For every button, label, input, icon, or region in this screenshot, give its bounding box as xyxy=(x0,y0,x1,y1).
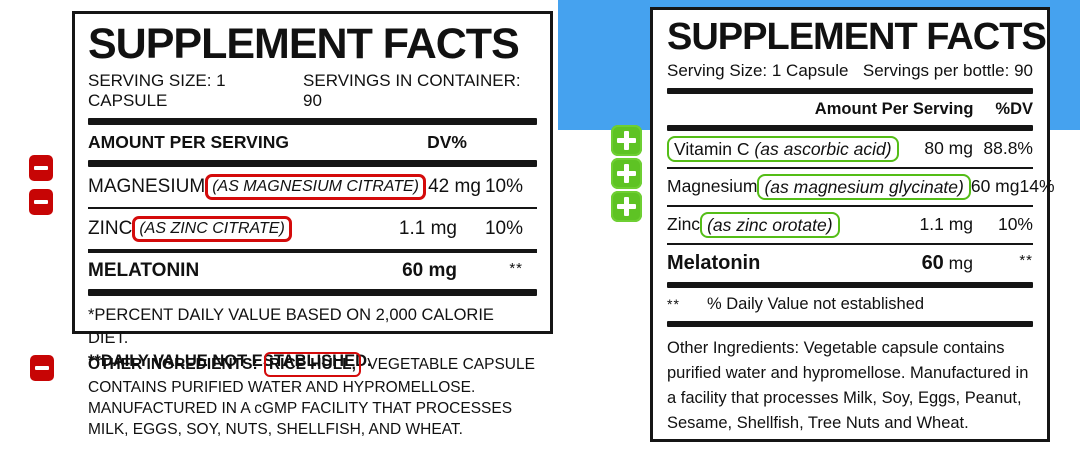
left-other-ingredients: OTHER INGREDIENTS: RICE HULL, VEGETABLE … xyxy=(88,352,556,440)
left-footnotes: *PERCENT DAILY VALUE BASED ON 2,000 CALO… xyxy=(88,296,537,373)
ingredient-label: Magnesium xyxy=(667,176,758,197)
left-column-header: AMOUNT PER SERVING DV% xyxy=(88,125,537,160)
right-label-title: SUPPLEMENT FACTS xyxy=(667,16,1047,58)
plus-icon[interactable] xyxy=(611,125,642,156)
ingredient-dv: 10% xyxy=(484,218,523,240)
ingredient-name: MELATONIN xyxy=(88,260,200,282)
ingredient-dv: ** xyxy=(509,259,523,277)
ingredient-name: Vitamin C (as ascorbic acid) xyxy=(667,135,907,162)
ingredient-amount: 1.1 mg xyxy=(919,214,974,235)
plus-icon[interactable] xyxy=(611,158,642,189)
amount-unit: mg xyxy=(943,252,973,273)
ingredient-amount: 60 mg xyxy=(970,176,1020,197)
ingredient-name: Zinc (as zinc orotate) xyxy=(667,211,907,238)
divider-thick xyxy=(667,281,1033,288)
left-supplement-label: SUPPLEMENT FACTS SERVING SIZE: 1 CAPSULE… xyxy=(72,11,553,370)
minus-icon[interactable] xyxy=(30,355,54,381)
divider-medium xyxy=(88,249,537,254)
approved-source-box: (as magnesium glycinate) xyxy=(757,173,971,200)
right-serving-line: Serving Size: 1 Capsule Servings per bot… xyxy=(667,61,1033,81)
approved-source-box: Vitamin C (as ascorbic acid) xyxy=(667,135,899,162)
footnote-marker: ** xyxy=(667,296,680,313)
ingredient-label: Zinc xyxy=(667,214,701,235)
divider-thick xyxy=(667,87,1033,94)
table-row-magnesium: MAGNESIUM (AS MAGNESIUM CITRATE) 42 mg 1… xyxy=(88,167,537,207)
divider-thick xyxy=(88,160,537,168)
right-supplement-label: SUPPLEMENT FACTS Serving Size: 1 Capsule… xyxy=(650,7,1055,442)
right-serving-size: Serving Size: 1 Capsule xyxy=(667,60,849,80)
minus-icon[interactable] xyxy=(29,155,53,181)
right-servings-per-bottle: Servings per bottle: 90 xyxy=(862,60,1033,80)
flagged-source-box: (AS MAGNESIUM CITRATE) xyxy=(205,174,427,201)
flagged-source-box: (AS ZINC CITRATE) xyxy=(132,216,292,243)
other-ingredients-label: OTHER INGREDIENTS: xyxy=(88,356,258,373)
ingredient-label: ZINC xyxy=(88,218,133,240)
divider-thin xyxy=(88,207,537,210)
plus-icon[interactable] xyxy=(611,191,642,222)
ingredient-amount: 42 mg xyxy=(428,176,481,198)
approved-source-box: (as zinc orotate) xyxy=(700,211,840,238)
table-row-zinc: ZINC (AS ZINC CITRATE) 1.1 mg 10% xyxy=(88,209,537,249)
right-column-header: Amount Per Serving %DV xyxy=(667,94,1033,125)
table-row-melatonin: Melatonin 60 mg ** xyxy=(667,245,1033,282)
table-row-melatonin: MELATONIN 60 mg ** xyxy=(88,253,537,289)
ingredient-dv: 10% xyxy=(997,214,1033,235)
table-row-magnesium: Magnesium (as magnesium glycinate) 60 mg… xyxy=(667,169,1055,205)
amount-value: 60 xyxy=(921,251,944,274)
footnote-daily-value: *PERCENT DAILY VALUE BASED ON 2,000 CALO… xyxy=(88,306,494,348)
divider-thin xyxy=(667,204,1033,207)
divider-thick xyxy=(88,118,537,126)
ingredient-dv: 10% xyxy=(484,176,523,198)
divider-thick xyxy=(88,289,537,297)
divider-thick xyxy=(667,124,1033,131)
left-label-title: SUPPLEMENT FACTS xyxy=(88,20,520,68)
ingredient-label: Vitamin C xyxy=(674,138,750,159)
footnote-text: % Daily Value not established xyxy=(707,294,925,313)
footnote-not-established: **DAILY VALUE NOT ESTABLISHED. xyxy=(88,352,372,371)
left-header-dv: DV% xyxy=(427,132,467,153)
right-other-ingredients: Other Ingredients: Vegetable capsule con… xyxy=(667,338,1029,432)
left-serving-size: SERVING SIZE: 1 CAPSULE xyxy=(88,71,226,111)
table-row-zinc: Zinc (as zinc orotate) 1.1 mg 10% xyxy=(667,207,1033,243)
minus-icon[interactable] xyxy=(29,189,53,215)
other-ingredients-text: VEGETABLE CAPSULE CONTAINS PURIFIED WATE… xyxy=(88,356,535,438)
left-servings-per-container: SERVINGS IN CONTAINER: 90 xyxy=(303,71,521,111)
ingredient-dv: 88.8% xyxy=(983,138,1033,159)
right-header-dv: %DV xyxy=(995,99,1033,118)
divider-thick xyxy=(667,320,1033,327)
ingredient-label: MAGNESIUM xyxy=(88,176,206,198)
divider-thin xyxy=(667,242,1033,245)
ingredient-name: MAGNESIUM (AS MAGNESIUM CITRATE) xyxy=(88,174,427,201)
ingredient-amount: 1.1 mg xyxy=(398,218,457,240)
ingredient-name: Melatonin xyxy=(667,251,761,274)
right-header-amount: Amount Per Serving xyxy=(814,99,974,118)
table-row-vitamin-c: Vitamin C (as ascorbic acid) 80 mg 88.8% xyxy=(667,131,1033,167)
ingredient-amount: 60 mg xyxy=(402,260,457,282)
ingredient-name: Magnesium (as magnesium glycinate) xyxy=(667,173,971,200)
right-footnote: ** % Daily Value not established xyxy=(667,288,1033,321)
ingredient-dv: 14% xyxy=(1019,176,1055,197)
left-header-amount: AMOUNT PER SERVING xyxy=(88,132,289,153)
ingredient-dv: ** xyxy=(1019,251,1033,269)
ingredient-source: (as ascorbic acid) xyxy=(754,138,892,159)
ingredient-name: ZINC (AS ZINC CITRATE) xyxy=(88,216,371,243)
divider-thin xyxy=(667,166,1033,169)
left-serving-line: SERVING SIZE: 1 CAPSULE SERVINGS IN CONT… xyxy=(88,71,537,111)
ingredient-amount: 80 mg xyxy=(924,138,973,159)
ingredient-amount: 60 mg xyxy=(907,252,973,275)
flagged-ingredient-box: RICE HULL, xyxy=(263,352,361,377)
